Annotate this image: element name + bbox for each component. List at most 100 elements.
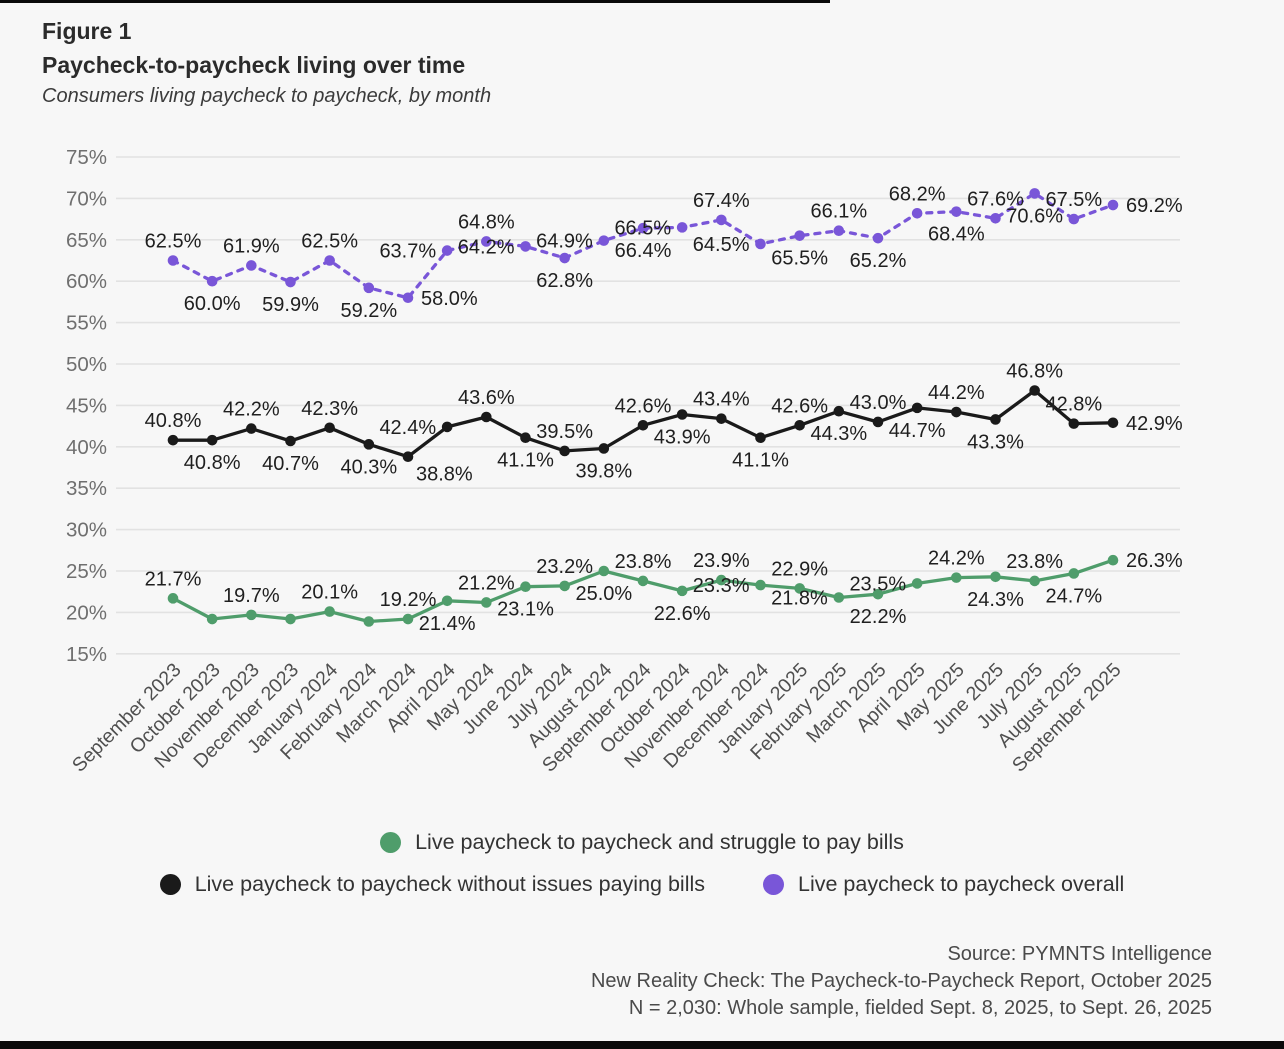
chart-header: Figure 1 Paycheck-to-paycheck living ove… xyxy=(42,20,492,107)
y-axis-tick-label: 40% xyxy=(66,436,107,459)
data-point-label: 42.3% xyxy=(301,398,358,420)
data-point-label: 20.1% xyxy=(301,582,358,604)
page-title: Paycheck-to-paycheck living over time xyxy=(42,52,466,78)
data-point xyxy=(441,245,453,256)
data-point-label: 67.5% xyxy=(1045,189,1102,211)
data-point-label: 41.1% xyxy=(732,450,789,472)
data-point xyxy=(1107,417,1119,429)
data-point xyxy=(167,434,179,446)
data-point-label: 62.5% xyxy=(301,231,358,253)
data-point xyxy=(402,292,414,304)
data-point xyxy=(598,235,610,246)
data-point xyxy=(676,585,688,597)
data-point-label: 19.2% xyxy=(380,589,437,611)
y-axis-tick-label: 15% xyxy=(66,643,107,666)
data-point-label: 44.7% xyxy=(889,420,946,442)
legend: Live paycheck to paycheck and struggle t… xyxy=(0,830,1284,897)
data-point-label: 66.5% xyxy=(614,217,671,239)
data-point-label: 22.9% xyxy=(771,558,828,580)
data-point xyxy=(1068,568,1080,579)
data-point xyxy=(637,575,649,587)
data-point xyxy=(167,255,179,266)
legend-item-struggle: Live paycheck to paycheck and struggle t… xyxy=(380,830,904,855)
data-point xyxy=(481,236,492,247)
data-point xyxy=(676,409,688,420)
data-point xyxy=(990,212,1001,224)
chart-subtitle: Consumers living paycheck to paycheck, b… xyxy=(42,85,492,107)
data-point-label: 65.2% xyxy=(850,250,907,272)
legend-marker-overall-icon xyxy=(763,874,785,895)
data-point-label: 44.3% xyxy=(810,423,867,445)
data-point-label: 39.5% xyxy=(536,421,593,443)
data-point xyxy=(246,609,257,621)
y-axis-tick-label: 20% xyxy=(66,601,107,624)
legend-marker-without-issues-icon xyxy=(159,874,181,895)
data-point-label: 22.6% xyxy=(654,603,711,625)
data-point xyxy=(167,593,179,604)
top-edge-bar xyxy=(0,0,830,3)
data-point xyxy=(951,572,962,583)
data-point-label: 42.6% xyxy=(771,395,828,417)
data-point-label: 23.3% xyxy=(693,575,750,597)
source-line-2: New Reality Check: The Paycheck-to-Paych… xyxy=(590,970,1212,992)
data-point xyxy=(990,414,1001,425)
data-point xyxy=(441,595,453,607)
data-point-label: 66.1% xyxy=(810,201,867,223)
data-point-label: 66.4% xyxy=(615,240,672,262)
data-point-label: 23.1% xyxy=(497,599,554,621)
data-point-label: 42.8% xyxy=(1045,394,1102,416)
data-point xyxy=(716,413,727,424)
y-axis-tick-label: 50% xyxy=(66,353,107,376)
data-point xyxy=(872,588,884,600)
data-point xyxy=(324,606,335,617)
data-point-label: 21.8% xyxy=(771,587,828,609)
data-point xyxy=(206,434,218,446)
data-point xyxy=(911,208,923,219)
data-point xyxy=(990,571,1001,583)
data-point xyxy=(324,255,335,266)
line-chart: 75%70%65%60%55%50%45%40%35%30%25%20%15%S… xyxy=(66,146,1183,776)
legend-row-2: Live paycheck to paycheck without issues… xyxy=(159,872,1124,897)
data-point xyxy=(951,406,962,418)
data-point xyxy=(872,416,884,428)
data-point-label: 42.4% xyxy=(379,417,436,439)
data-point xyxy=(441,421,453,433)
data-point xyxy=(285,435,296,447)
data-point xyxy=(402,451,414,463)
y-axis-tick-label: 25% xyxy=(66,560,107,583)
data-point xyxy=(481,411,492,423)
data-point-label: 43.9% xyxy=(654,427,711,449)
data-point xyxy=(206,275,218,287)
data-point-label: 21.4% xyxy=(419,613,476,635)
data-point xyxy=(911,402,923,414)
data-point-label: 19.7% xyxy=(223,585,280,607)
legend-label-overall: Live paycheck to paycheck overall xyxy=(798,872,1125,896)
data-point xyxy=(755,579,766,591)
data-point xyxy=(755,432,766,443)
data-point-label: 40.8% xyxy=(184,452,241,474)
data-point xyxy=(598,565,610,577)
data-point xyxy=(206,613,218,625)
data-point xyxy=(794,419,805,431)
data-point-label: 41.1% xyxy=(497,450,554,472)
data-point-label: 64.9% xyxy=(536,231,593,253)
data-point-label: 26.3% xyxy=(1126,550,1183,572)
data-point xyxy=(559,580,570,592)
legend-item-without-issues: Live paycheck to paycheck without issues… xyxy=(159,872,705,897)
data-point xyxy=(676,222,688,233)
data-point xyxy=(1029,385,1040,396)
data-point-label: 60.0% xyxy=(184,293,241,315)
data-point-label: 42.6% xyxy=(615,395,672,417)
data-point xyxy=(872,232,884,244)
data-point-label: 69.2% xyxy=(1126,195,1183,217)
data-point xyxy=(246,423,257,434)
data-point-label: 21.2% xyxy=(458,572,515,594)
data-point-label: 43.6% xyxy=(458,387,515,409)
legend-item-overall: Live paycheck to paycheck overall xyxy=(763,872,1124,897)
data-point xyxy=(637,419,649,431)
data-point-label: 64.5% xyxy=(693,234,750,256)
data-point xyxy=(598,443,610,454)
data-point xyxy=(1029,575,1040,587)
data-point-label: 21.7% xyxy=(145,568,202,590)
source-block: Source: PYMNTS Intelligence New Reality … xyxy=(591,941,1212,1022)
